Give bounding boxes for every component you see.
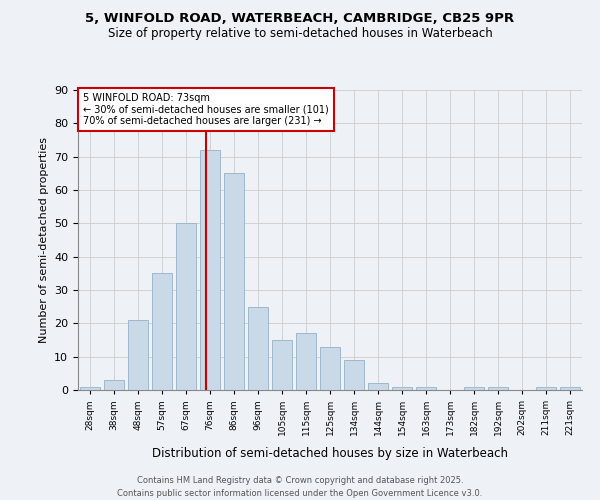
- Text: 5, WINFOLD ROAD, WATERBEACH, CAMBRIDGE, CB25 9PR: 5, WINFOLD ROAD, WATERBEACH, CAMBRIDGE, …: [85, 12, 515, 26]
- Bar: [344, 360, 364, 390]
- Text: 5 WINFOLD ROAD: 73sqm
← 30% of semi-detached houses are smaller (101)
70% of sem: 5 WINFOLD ROAD: 73sqm ← 30% of semi-deta…: [83, 93, 329, 126]
- Bar: [104, 380, 124, 390]
- Y-axis label: Number of semi-detached properties: Number of semi-detached properties: [38, 137, 49, 343]
- Bar: [224, 174, 244, 390]
- Bar: [176, 224, 196, 390]
- Bar: [248, 306, 268, 390]
- Bar: [416, 386, 436, 390]
- Bar: [320, 346, 340, 390]
- Bar: [488, 386, 508, 390]
- X-axis label: Distribution of semi-detached houses by size in Waterbeach: Distribution of semi-detached houses by …: [152, 446, 508, 460]
- Bar: [80, 386, 100, 390]
- Bar: [200, 150, 220, 390]
- Bar: [560, 386, 580, 390]
- Bar: [296, 334, 316, 390]
- Text: Contains HM Land Registry data © Crown copyright and database right 2025.
Contai: Contains HM Land Registry data © Crown c…: [118, 476, 482, 498]
- Bar: [368, 384, 388, 390]
- Bar: [464, 386, 484, 390]
- Bar: [128, 320, 148, 390]
- Text: Size of property relative to semi-detached houses in Waterbeach: Size of property relative to semi-detach…: [107, 28, 493, 40]
- Bar: [152, 274, 172, 390]
- Bar: [272, 340, 292, 390]
- Bar: [536, 386, 556, 390]
- Bar: [392, 386, 412, 390]
